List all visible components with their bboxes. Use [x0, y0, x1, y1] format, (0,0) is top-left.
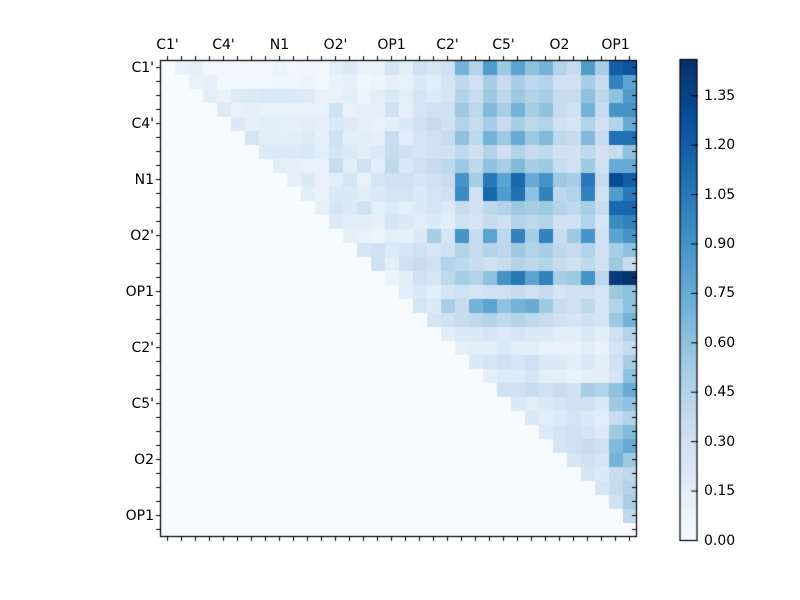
- colorbar-tick-label-0.60: 0.60: [704, 334, 736, 351]
- x-tick-label-C4p: C4': [212, 37, 235, 53]
- y-tick-label-OP1: OP1: [125, 283, 154, 300]
- colorbar-tick-label-0.75: 0.75: [704, 285, 736, 302]
- colorbar-tick-label-0.00: 0.00: [704, 532, 736, 549]
- y-tick-label-O2p: O2': [130, 227, 154, 244]
- colorbar-tick-label-0.90: 0.90: [704, 235, 736, 252]
- colorbar-tick-label-0.45: 0.45: [704, 384, 736, 401]
- colorbar-tick-label-0.15: 0.15: [704, 483, 736, 500]
- y-tick-label-O2: O2: [134, 451, 154, 468]
- x-tick-label-O2p: O2': [323, 37, 348, 53]
- colorbar-tick-label-1.05: 1.05: [704, 186, 736, 203]
- colorbar-tick-label-1.35: 1.35: [704, 87, 736, 104]
- y-tick-label-C2p: C2': [131, 339, 154, 356]
- colorbar-tick-label-1.20: 1.20: [704, 137, 736, 154]
- y-tick-label-N1: N1: [134, 171, 154, 188]
- x-tick-label-OP1: OP1: [377, 37, 406, 53]
- y-tick-label-OP1: OP1: [125, 507, 154, 524]
- x-tick-label-C1p: C1': [156, 37, 179, 53]
- x-tick-label-O2: O2: [549, 37, 570, 53]
- x-tick-label-C2p: C2': [436, 37, 459, 53]
- colorbar-tick-label-0.30: 0.30: [704, 433, 736, 450]
- y-tick-label-C5p: C5': [131, 395, 154, 412]
- y-tick-label-C1p: C1': [131, 59, 154, 76]
- x-tick-label-C5p: C5': [492, 37, 515, 53]
- x-tick-label-OP1: OP1: [601, 37, 630, 53]
- x-tick-label-N1: N1: [269, 37, 290, 53]
- y-tick-label-C4p: C4': [131, 115, 154, 132]
